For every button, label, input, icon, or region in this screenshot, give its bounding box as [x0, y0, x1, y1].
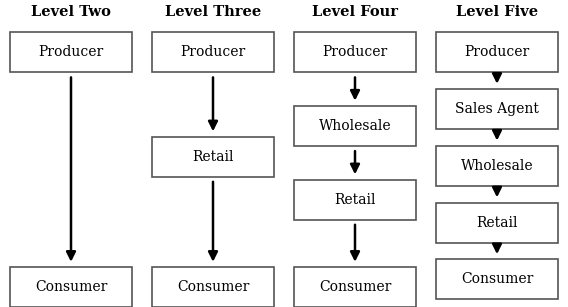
Text: Level Three: Level Three	[165, 5, 261, 19]
FancyBboxPatch shape	[152, 32, 274, 72]
FancyBboxPatch shape	[436, 259, 558, 299]
FancyBboxPatch shape	[10, 267, 132, 307]
Text: Wholesale: Wholesale	[461, 159, 533, 173]
FancyBboxPatch shape	[152, 137, 274, 177]
Text: Retail: Retail	[334, 192, 376, 207]
Text: Retail: Retail	[192, 150, 234, 164]
Text: Producer: Producer	[39, 45, 103, 59]
Text: Level Two: Level Two	[31, 5, 111, 19]
Text: Producer: Producer	[465, 45, 529, 59]
FancyBboxPatch shape	[294, 267, 416, 307]
Text: Level Four: Level Four	[312, 5, 398, 19]
FancyBboxPatch shape	[294, 180, 416, 220]
FancyBboxPatch shape	[436, 89, 558, 129]
Text: Wholesale: Wholesale	[319, 119, 391, 133]
Text: Consumer: Consumer	[35, 280, 107, 294]
Text: Level Five: Level Five	[456, 5, 538, 19]
Text: Sales Agent: Sales Agent	[455, 102, 539, 116]
FancyBboxPatch shape	[436, 146, 558, 186]
Text: Consumer: Consumer	[461, 272, 533, 286]
Text: Producer: Producer	[323, 45, 387, 59]
FancyBboxPatch shape	[10, 32, 132, 72]
Text: Consumer: Consumer	[177, 280, 249, 294]
Text: Producer: Producer	[181, 45, 245, 59]
FancyBboxPatch shape	[152, 267, 274, 307]
FancyBboxPatch shape	[294, 106, 416, 146]
FancyBboxPatch shape	[436, 203, 558, 243]
Text: Retail: Retail	[476, 216, 518, 230]
Text: Consumer: Consumer	[319, 280, 391, 294]
FancyBboxPatch shape	[294, 32, 416, 72]
FancyBboxPatch shape	[436, 32, 558, 72]
